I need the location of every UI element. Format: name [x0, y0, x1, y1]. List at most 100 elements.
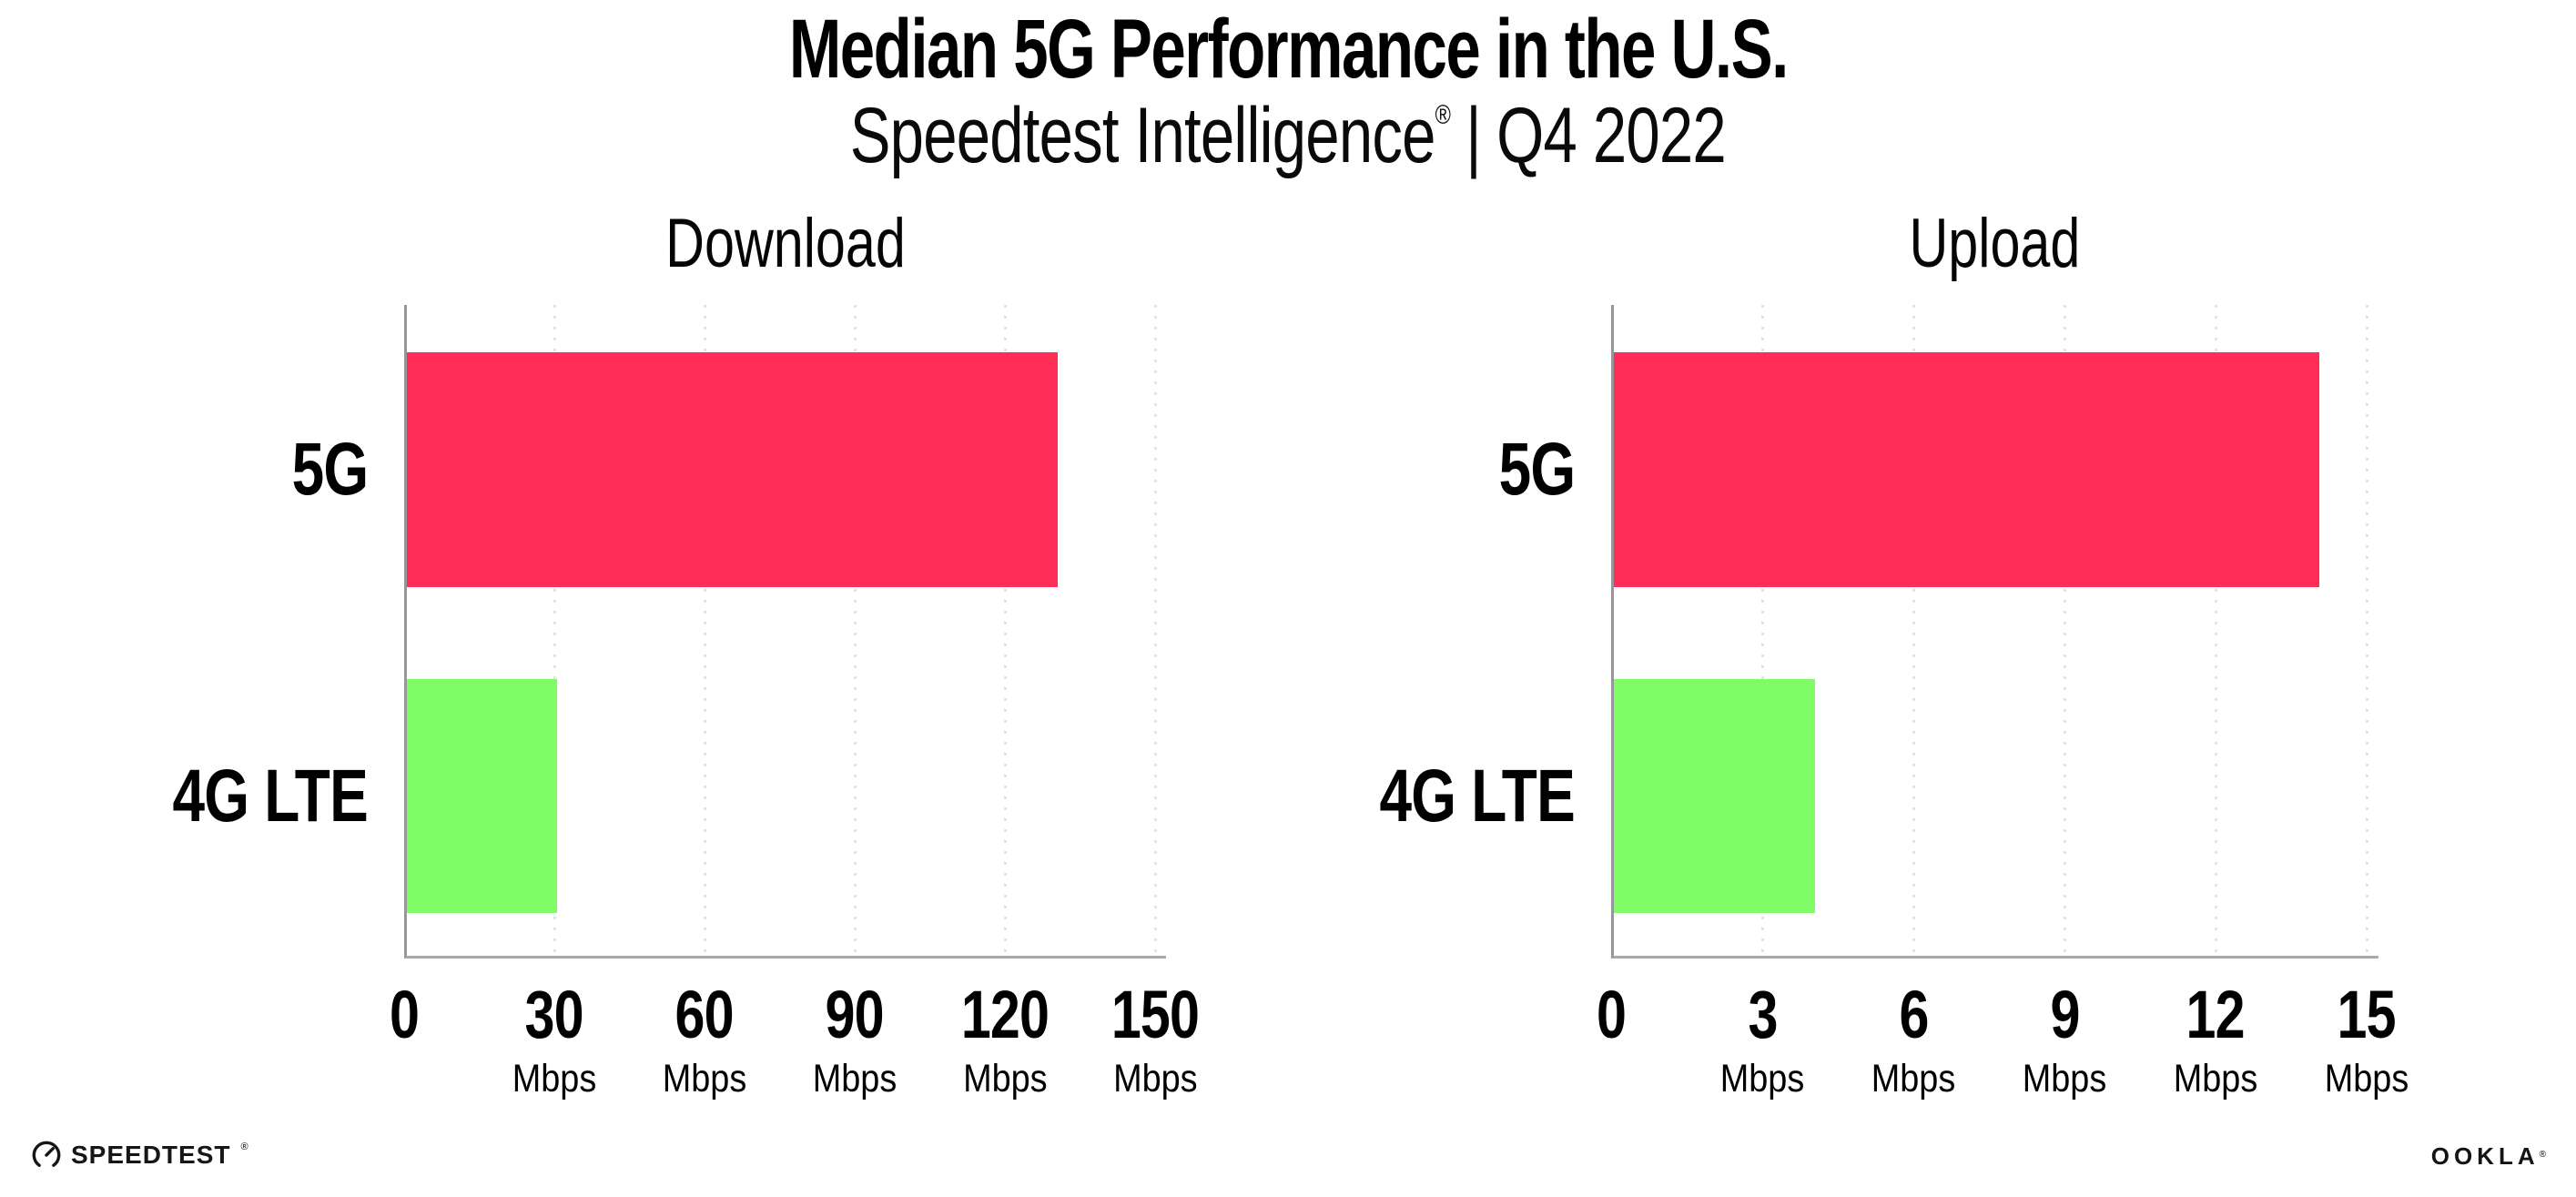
download-x-axis: 0 30 Mbps 60 Mbps 90 Mbps 120 Mbps 150 Mbps: [390, 981, 1200, 1118]
x-tick-unit: Mbps: [806, 1060, 902, 1099]
speedtest-gauge-icon: [32, 1141, 61, 1167]
gridline-3-mbps: [1761, 305, 1764, 956]
x-tick-label-3: 3 Mbps: [1714, 981, 1810, 1099]
x-tick-number: 0: [386, 981, 422, 1049]
category-label-text: 4G LTE: [172, 754, 369, 837]
speedtest-logo-text: SPEEDTEST: [71, 1141, 231, 1169]
bar-5g: [407, 352, 1058, 587]
x-tick-unit: Mbps: [1100, 1060, 1210, 1099]
x-tick-unit-text: Mbps: [1871, 1057, 1956, 1101]
x-tick-label-150: 150 Mbps: [1100, 981, 1210, 1099]
download-plot-area: [404, 305, 1166, 959]
ookla-logo-text: OOKLA: [2430, 1142, 2540, 1170]
page-title-text: Median 5G Performance in the U.S.: [788, 3, 1789, 96]
gridline-6-mbps: [1912, 305, 1915, 956]
x-tick-label-60: 60 Mbps: [656, 981, 752, 1099]
x-tick-label-0: 0: [1593, 981, 1629, 1049]
category-label-text: 5G: [1498, 428, 1576, 511]
x-tick-number-text: 12: [2186, 977, 2246, 1052]
upload-chart-title: Upload: [1611, 208, 2378, 280]
x-tick-number: 6: [1865, 981, 1961, 1049]
x-tick-number-text: 15: [2337, 977, 2397, 1052]
page-subtitle: Speedtest Intelligence® | Q4 2022: [0, 95, 2576, 177]
download-category-labels: 5G 4G LTE: [55, 305, 369, 956]
x-tick-unit: Mbps: [2016, 1060, 2112, 1099]
category-label-5g: 5G: [270, 428, 369, 511]
x-tick-unit-text: Mbps: [1719, 1057, 1805, 1101]
x-tick-unit-text: Mbps: [2324, 1057, 2409, 1101]
gridline-9-mbps: [2064, 305, 2066, 956]
x-tick-unit: Mbps: [2167, 1060, 2263, 1099]
x-tick-unit: Mbps: [1865, 1060, 1961, 1099]
category-label-4g-lte: 4G LTE: [1324, 754, 1576, 837]
gridline-60-mbps: [704, 305, 706, 956]
x-tick-number-text: 90: [825, 977, 885, 1052]
gridline-150-mbps: [1154, 305, 1157, 956]
x-tick-unit-text: Mbps: [662, 1057, 747, 1101]
subtitle-brand: Speedtest Intelligence: [849, 92, 1436, 179]
registered-mark: ®: [1435, 100, 1451, 130]
x-tick-number: 120: [950, 981, 1060, 1049]
page-subtitle-text: Speedtest Intelligence® | Q4 2022: [849, 92, 1727, 179]
download-chart-title: Download: [404, 208, 1166, 280]
x-tick-number: 90: [806, 981, 902, 1049]
gridline-12-mbps: [2215, 305, 2217, 956]
category-label-5g: 5G: [1477, 428, 1576, 511]
x-tick-number: 0: [1593, 981, 1629, 1049]
x-tick-label-120: 120 Mbps: [950, 981, 1060, 1099]
speedtest-logo: SPEEDTEST ®: [31, 1140, 248, 1171]
x-tick-unit-text: Mbps: [512, 1057, 597, 1101]
ookla-logo: OOKLA®: [2431, 1142, 2546, 1171]
bar-4g-lte: [1614, 679, 1816, 913]
x-tick-label-12: 12 Mbps: [2167, 981, 2263, 1099]
upload-x-axis: 0 3 Mbps 6 Mbps 9 Mbps 12 Mbps 15 Mbps: [1597, 981, 2409, 1118]
x-tick-number-text: 0: [1596, 977, 1627, 1052]
bar-4g-lte: [407, 679, 557, 913]
page-title: Median 5G Performance in the U.S.: [0, 5, 2576, 94]
subtitle-separator: |: [1465, 92, 1482, 179]
upload-plot-area: [1611, 305, 2378, 959]
x-tick-unit-text: Mbps: [812, 1057, 898, 1101]
gridline-90-mbps: [854, 305, 857, 956]
x-tick-number-text: 6: [1898, 977, 1929, 1052]
x-tick-number: 150: [1100, 981, 1210, 1049]
x-tick-number: 15: [2318, 981, 2414, 1049]
x-tick-unit-text: Mbps: [2022, 1057, 2107, 1101]
x-tick-number: 60: [656, 981, 752, 1049]
category-label-4g-lte: 4G LTE: [117, 754, 369, 837]
x-tick-number: 12: [2167, 981, 2263, 1049]
x-tick-label-0: 0: [386, 981, 422, 1049]
speedtest-registered-mark: ®: [240, 1141, 248, 1152]
x-tick-number-text: 0: [389, 977, 420, 1052]
x-tick-number-text: 60: [674, 977, 735, 1052]
x-tick-unit: Mbps: [656, 1060, 752, 1099]
x-tick-unit-text: Mbps: [1112, 1057, 1198, 1101]
gridline-15-mbps: [2366, 305, 2368, 956]
bar-5g: [1614, 352, 2319, 587]
upload-category-labels: 5G 4G LTE: [1262, 305, 1576, 956]
download-chart-title-text: Download: [664, 205, 906, 282]
x-tick-unit: Mbps: [1714, 1060, 1810, 1099]
upload-chart-title-text: Upload: [1909, 205, 2081, 282]
x-tick-label-9: 9 Mbps: [2016, 981, 2112, 1099]
x-tick-number-text: 9: [2049, 977, 2080, 1052]
x-tick-number: 3: [1714, 981, 1810, 1049]
x-tick-number-text: 150: [1111, 977, 1200, 1052]
x-tick-unit: Mbps: [950, 1060, 1060, 1099]
x-tick-number: 30: [506, 981, 602, 1049]
subtitle-period: Q4 2022: [1496, 92, 1727, 179]
x-tick-number-text: 120: [960, 977, 1050, 1052]
x-tick-unit-text: Mbps: [2173, 1057, 2258, 1101]
x-tick-unit-text: Mbps: [962, 1057, 1048, 1101]
x-tick-unit: Mbps: [506, 1060, 602, 1099]
x-tick-number-text: 3: [1747, 977, 1778, 1052]
gridline-120-mbps: [1004, 305, 1007, 956]
x-tick-label-15: 15 Mbps: [2318, 981, 2414, 1099]
x-tick-label-90: 90 Mbps: [806, 981, 902, 1099]
x-tick-number: 9: [2016, 981, 2112, 1049]
x-tick-label-30: 30 Mbps: [506, 981, 602, 1099]
ookla-registered-mark: ®: [2539, 1150, 2546, 1160]
gridline-30-mbps: [553, 305, 556, 956]
category-label-text: 4G LTE: [1379, 754, 1576, 837]
category-label-text: 5G: [291, 428, 369, 511]
